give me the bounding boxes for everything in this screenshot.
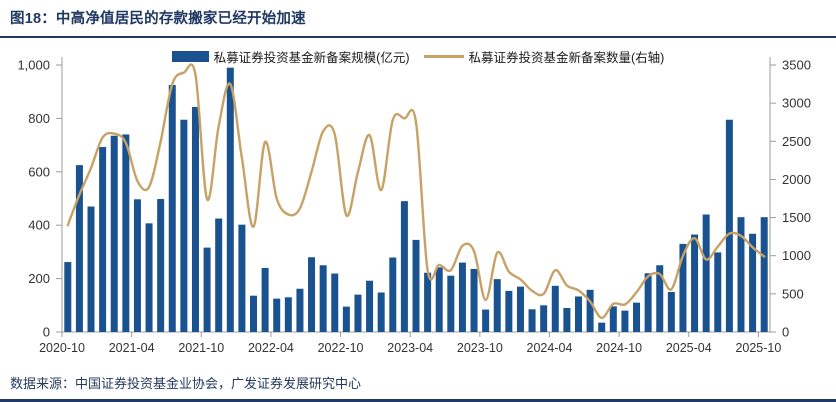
svg-text:1,000: 1,000	[17, 58, 50, 73]
bar-series-label: 私募证券投资基金新备案规模(亿元)	[213, 51, 410, 65]
svg-text:2021-04: 2021-04	[109, 341, 155, 355]
data-source: 数据来源：中国证券投资基金业协会，广发证券发展研究中心	[10, 376, 362, 391]
line-series-label: 私募证券投资基金新备案数量(右轴)	[468, 51, 665, 65]
svg-text:2025-04: 2025-04	[666, 341, 712, 355]
line-series-swatch	[423, 55, 464, 58]
svg-text:200: 200	[28, 271, 50, 286]
svg-text:2023-04: 2023-04	[387, 341, 433, 355]
figure-title: 图18：中高净值居民的存款搬家已经开始加速	[10, 11, 306, 27]
svg-text:0: 0	[43, 325, 50, 340]
bottom-divider	[0, 399, 836, 402]
title-divider	[0, 36, 836, 38]
svg-text:2022-04: 2022-04	[248, 341, 294, 355]
svg-text:3000: 3000	[782, 96, 811, 111]
svg-text:2500: 2500	[782, 134, 811, 149]
chart-legend: 私募证券投资基金新备案规模(亿元) 私募证券投资基金新备案数量(右轴)	[0, 47, 836, 66]
svg-text:2000: 2000	[782, 172, 811, 187]
legend-item-line: 私募证券投资基金新备案数量(右轴)	[423, 47, 665, 66]
svg-text:0: 0	[782, 325, 789, 340]
svg-text:2021-10: 2021-10	[178, 341, 224, 355]
svg-text:3500: 3500	[782, 58, 811, 73]
svg-text:2025-10: 2025-10	[735, 341, 781, 355]
svg-text:400: 400	[28, 218, 50, 233]
bar-series-swatch	[171, 51, 209, 62]
svg-text:2022-10: 2022-10	[318, 341, 364, 355]
svg-text:2020-10: 2020-10	[39, 341, 85, 355]
svg-text:1000: 1000	[782, 248, 811, 263]
svg-text:800: 800	[28, 111, 50, 126]
svg-text:2024-10: 2024-10	[596, 341, 642, 355]
svg-text:2024-04: 2024-04	[527, 341, 573, 355]
svg-text:2023-10: 2023-10	[457, 341, 503, 355]
legend-item-bars: 私募证券投资基金新备案规模(亿元)	[171, 47, 410, 66]
svg-text:600: 600	[28, 164, 50, 179]
svg-text:1500: 1500	[782, 210, 811, 225]
svg-text:500: 500	[782, 286, 804, 301]
